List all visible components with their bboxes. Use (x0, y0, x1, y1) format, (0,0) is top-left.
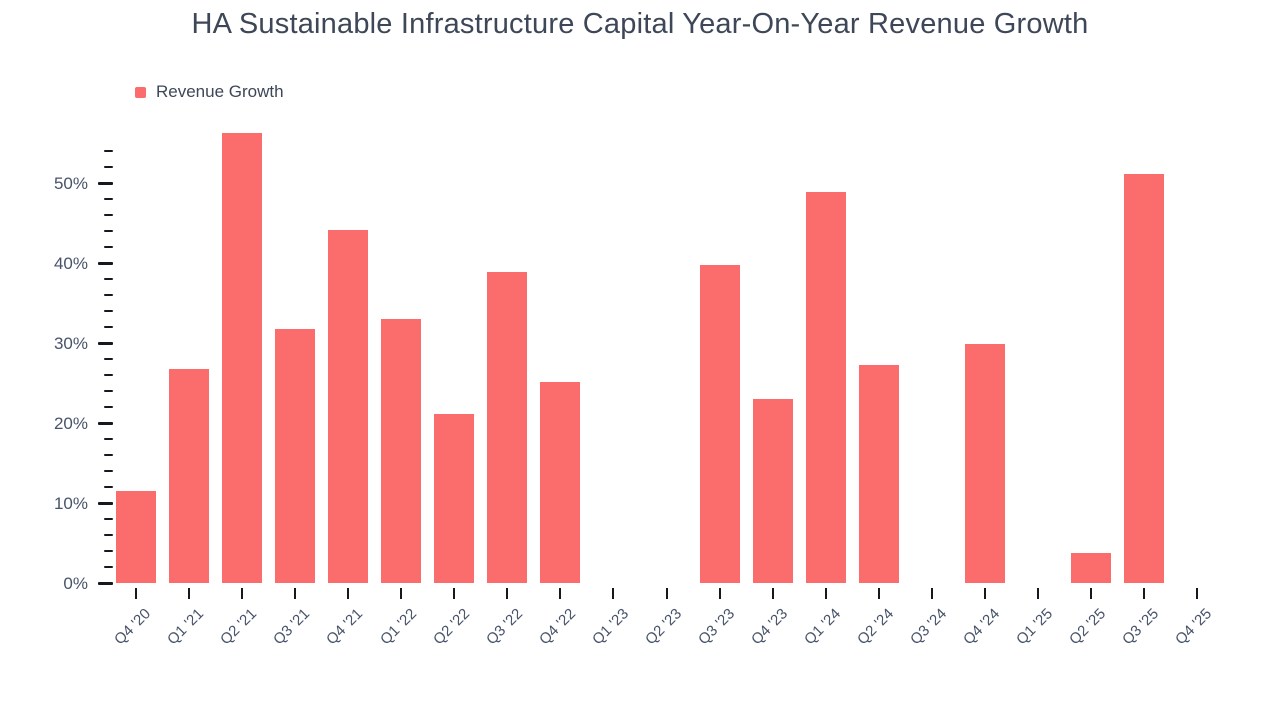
x-axis-tick (1142, 588, 1145, 599)
x-axis-label: Q3 '25 (1119, 605, 1163, 649)
bar (964, 343, 1005, 583)
x-axis-label: Q4 '21 (323, 605, 367, 649)
bar (434, 414, 475, 583)
x-axis-tick (188, 588, 191, 599)
x-axis-label: Q2 '23 (641, 605, 685, 649)
x-axis-tick (983, 588, 986, 599)
x-axis-tick (930, 588, 933, 599)
x-axis-label: Q1 '25 (1013, 605, 1057, 649)
x-axis-label: Q2 '25 (1066, 605, 1110, 649)
y-axis-major-tick (98, 421, 113, 425)
x-axis-label: Q2 '21 (217, 605, 261, 649)
bar (858, 365, 899, 583)
bar (328, 230, 369, 583)
bar (222, 133, 263, 583)
x-axis-tick (347, 588, 350, 599)
x-axis-label: Q4 '23 (747, 605, 791, 649)
x-axis-label: Q4 '22 (535, 605, 579, 649)
bar (169, 369, 210, 583)
x-axis-tick (1196, 588, 1198, 599)
x-axis-label: Q4 '24 (960, 605, 1004, 649)
x-axis-tick (400, 588, 403, 599)
x-axis-tick (506, 588, 509, 599)
y-axis-major-tick (98, 501, 113, 505)
y-axis-minor-tick (104, 214, 113, 216)
y-axis-minor-tick (104, 358, 113, 360)
x-axis-tick (1089, 588, 1092, 599)
bar (1123, 174, 1164, 583)
x-axis-tick (718, 588, 721, 599)
y-axis-minor-tick (104, 374, 113, 376)
y-axis-minor-tick (104, 454, 113, 456)
x-axis-label: Q3 '23 (694, 605, 738, 649)
legend-swatch-icon (135, 86, 146, 98)
y-axis-minor-tick (104, 294, 113, 296)
y-axis-minor-tick (104, 166, 113, 168)
y-axis-minor-tick (104, 150, 113, 152)
y-axis-minor-tick (104, 486, 113, 488)
x-axis-label: Q3 '24 (907, 605, 951, 649)
x-axis-label: Q1 '24 (801, 605, 844, 649)
y-axis-minor-tick (104, 278, 113, 280)
chart-title: HA Sustainable Infrastructure Capital Ye… (191, 8, 1089, 40)
x-axis-tick (665, 588, 668, 599)
x-axis-tick (824, 588, 827, 599)
y-axis-minor-tick (104, 534, 113, 536)
x-axis-label: Q1 '23 (588, 605, 632, 649)
x-axis-tick (612, 588, 615, 599)
bar (275, 328, 316, 583)
legend-label: Revenue Growth (156, 82, 284, 101)
y-axis-label: 30% (53, 334, 88, 353)
y-axis-major-tick (98, 181, 113, 185)
y-axis-minor-tick (104, 406, 113, 408)
x-axis-tick (559, 588, 562, 599)
bar (1070, 552, 1111, 583)
y-axis-major-tick (98, 581, 113, 585)
x-axis-tick (241, 588, 244, 599)
y-axis-minor-tick (104, 470, 113, 472)
y-axis-label: 20% (53, 414, 88, 433)
y-axis-minor-tick (104, 390, 113, 392)
y-axis-minor-tick (104, 246, 113, 248)
y-axis-label: 50% (53, 174, 88, 193)
y-axis-minor-tick (104, 198, 113, 200)
bar (116, 491, 156, 583)
x-axis-tick (877, 588, 880, 599)
legend: Revenue Growth (135, 82, 284, 102)
y-axis-minor-tick (104, 550, 113, 552)
x-axis-label: Q2 '22 (429, 605, 473, 649)
x-axis-tick (135, 588, 137, 599)
y-axis-label: 10% (53, 494, 88, 513)
y-axis-minor-tick (104, 230, 113, 232)
bar (805, 191, 846, 583)
bar (381, 319, 422, 583)
x-axis-label: Q1 '22 (376, 605, 420, 649)
bar (540, 382, 581, 583)
y-axis-major-tick (98, 261, 113, 265)
y-axis-minor-tick (104, 310, 113, 312)
x-axis-label: Q3 '21 (270, 605, 314, 649)
y-axis-minor-tick (104, 438, 113, 440)
x-axis-tick (294, 588, 297, 599)
x-axis-tick (1036, 588, 1039, 599)
y-axis-label: 0% (63, 574, 88, 593)
y-axis-major-tick (98, 341, 113, 345)
x-axis-label: Q3 '22 (482, 605, 526, 649)
bar (699, 264, 740, 583)
y-axis-minor-tick (104, 326, 113, 328)
y-axis-minor-tick (104, 518, 113, 520)
x-axis-label: Q4 '25 (1172, 605, 1216, 649)
bar (487, 271, 528, 583)
y-axis-minor-tick (104, 566, 113, 568)
x-axis-tick (453, 588, 456, 599)
y-axis-label: 40% (53, 254, 88, 273)
bar (752, 399, 793, 583)
x-axis-tick (771, 588, 774, 599)
x-axis-label: Q1 '21 (164, 605, 208, 649)
x-axis-label: Q2 '24 (854, 605, 898, 649)
x-axis-label: Q4 '20 (111, 605, 155, 649)
